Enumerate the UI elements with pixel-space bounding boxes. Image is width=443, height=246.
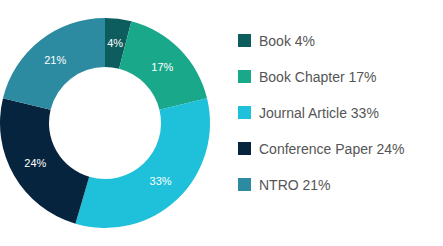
legend-item: NTRO 21% (238, 177, 331, 193)
chart-container: 4% 17% 33% 24% 21% Book 4% Book Chapter 17% Jou… (0, 0, 443, 246)
legend-label: Journal Article 33% (259, 105, 379, 121)
slice (3, 18, 105, 110)
data-label: 24% (24, 157, 46, 169)
legend-item: Conference Paper 24% (238, 141, 405, 157)
data-label: 33% (150, 175, 172, 187)
legend-label: Conference Paper 24% (259, 141, 405, 157)
legend-swatch (238, 178, 251, 191)
legend: Book 4% Book Chapter 17% Journal Article 3… (238, 33, 405, 193)
legend-label: Book 4% (259, 33, 315, 49)
legend-item: Journal Article 33% (238, 105, 379, 121)
legend-label: NTRO 21% (259, 177, 331, 193)
pie-group: 4% 17% 33% 24% 21% (0, 18, 210, 228)
slice (119, 21, 207, 109)
data-label: 4% (107, 37, 123, 49)
chart-svg: 4% 17% 33% 24% 21% Book 4% Book Chapter 17% Jou… (0, 0, 443, 246)
legend-swatch (238, 34, 251, 47)
data-label: 17% (151, 61, 173, 73)
legend-label: Book Chapter 17% (259, 69, 377, 85)
legend-swatch (238, 106, 251, 119)
legend-item: Book Chapter 17% (238, 69, 377, 85)
legend-swatch (238, 142, 251, 155)
legend-swatch (238, 70, 251, 83)
data-label: 21% (44, 54, 66, 66)
slice (75, 98, 210, 228)
legend-item: Book 4% (238, 33, 315, 49)
slice (0, 98, 89, 224)
